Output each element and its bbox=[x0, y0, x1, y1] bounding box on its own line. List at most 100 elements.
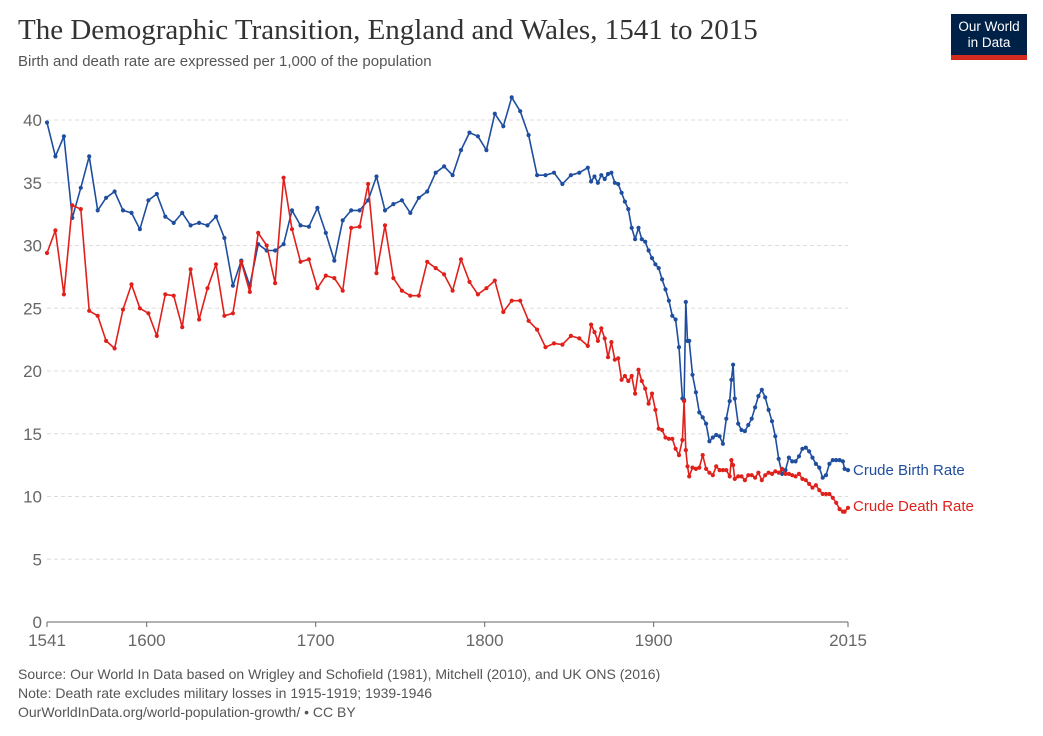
death-rate-point[interactable] bbox=[61, 292, 66, 297]
birth-rate-point[interactable] bbox=[729, 377, 734, 382]
death-rate-point[interactable] bbox=[154, 333, 159, 338]
birth-rate-point[interactable] bbox=[281, 242, 286, 247]
birth-rate-point[interactable] bbox=[458, 148, 464, 153]
death-rate-point[interactable] bbox=[264, 243, 269, 248]
death-rate-point[interactable] bbox=[746, 473, 751, 478]
birth-rate-point[interactable] bbox=[273, 248, 278, 253]
birth-rate-point[interactable] bbox=[551, 170, 557, 175]
birth-rate-point[interactable] bbox=[697, 410, 702, 415]
birth-rate-point[interactable] bbox=[619, 190, 624, 195]
death-rate-point[interactable] bbox=[492, 278, 497, 283]
death-rate-point[interactable] bbox=[450, 288, 455, 293]
birth-rate-point[interactable] bbox=[724, 416, 729, 421]
death-rate-point[interactable] bbox=[845, 505, 851, 510]
death-rate-point[interactable] bbox=[680, 437, 685, 443]
death-rate-point[interactable] bbox=[773, 469, 778, 474]
birth-rate-point[interactable] bbox=[137, 227, 142, 232]
birth-rate-point[interactable] bbox=[776, 456, 781, 461]
birth-rate-point[interactable] bbox=[676, 345, 682, 350]
death-rate-point[interactable] bbox=[727, 474, 732, 479]
birth-rate-point[interactable] bbox=[687, 338, 692, 343]
birth-rate-point[interactable] bbox=[636, 225, 641, 230]
death-rate-point[interactable] bbox=[687, 474, 692, 479]
death-rate-point[interactable] bbox=[714, 464, 719, 469]
death-rate-point[interactable] bbox=[736, 474, 741, 479]
death-rate-point[interactable] bbox=[247, 289, 252, 294]
death-rate-point[interactable] bbox=[289, 227, 295, 232]
birth-rate-point[interactable] bbox=[643, 239, 648, 244]
birth-rate-point[interactable] bbox=[786, 455, 792, 460]
death-rate-point[interactable] bbox=[776, 470, 781, 475]
death-rate-point[interactable] bbox=[643, 386, 648, 391]
birth-rate-point[interactable] bbox=[700, 415, 705, 420]
death-rate-point[interactable] bbox=[442, 272, 447, 277]
birth-rate-point[interactable] bbox=[732, 396, 737, 401]
birth-rate-point[interactable] bbox=[323, 230, 328, 235]
birth-rate-point[interactable] bbox=[585, 165, 590, 170]
death-rate-point[interactable] bbox=[112, 346, 117, 351]
birth-rate-point[interactable] bbox=[450, 173, 455, 178]
birth-rate-point[interactable] bbox=[727, 399, 732, 404]
death-rate-point[interactable] bbox=[817, 488, 822, 493]
death-rate-point[interactable] bbox=[526, 318, 531, 323]
death-rate-point[interactable] bbox=[543, 345, 548, 350]
death-rate-point[interactable] bbox=[682, 399, 687, 404]
birth-rate-point[interactable] bbox=[535, 173, 540, 178]
birth-rate-point[interactable] bbox=[589, 179, 594, 184]
birth-rate-point[interactable] bbox=[509, 95, 514, 100]
birth-rate-point[interactable] bbox=[796, 454, 802, 459]
death-rate-point[interactable] bbox=[315, 286, 320, 291]
birth-rate-point[interactable] bbox=[163, 214, 168, 219]
birth-rate-point[interactable] bbox=[704, 421, 709, 426]
death-rate-point[interactable] bbox=[433, 266, 438, 271]
birth-rate-point[interactable] bbox=[742, 429, 748, 434]
birth-rate-point[interactable] bbox=[639, 237, 644, 242]
birth-rate-point[interactable] bbox=[408, 210, 413, 215]
death-rate-point[interactable] bbox=[357, 224, 362, 229]
birth-rate-point[interactable] bbox=[663, 287, 668, 292]
death-rate-point[interactable] bbox=[399, 288, 404, 293]
death-rate-point[interactable] bbox=[803, 478, 808, 483]
death-rate-point[interactable] bbox=[602, 336, 607, 341]
death-rate-point[interactable] bbox=[834, 500, 839, 505]
birth-rate-point[interactable] bbox=[332, 258, 337, 263]
birth-rate-point[interactable] bbox=[714, 432, 719, 438]
birth-rate-point[interactable] bbox=[129, 210, 134, 215]
death-rate-point[interactable] bbox=[467, 279, 472, 284]
birth-rate-point[interactable] bbox=[349, 208, 354, 213]
death-rate-point[interactable] bbox=[749, 473, 754, 478]
death-rate-point[interactable] bbox=[205, 286, 210, 291]
death-rate-point[interactable] bbox=[653, 407, 658, 412]
death-rate-point[interactable] bbox=[592, 330, 597, 335]
birth-rate-point[interactable] bbox=[374, 174, 379, 179]
birth-rate-point[interactable] bbox=[790, 459, 795, 464]
birth-rate-point[interactable] bbox=[171, 220, 176, 225]
death-rate-point[interactable] bbox=[146, 311, 151, 316]
birth-rate-point[interactable] bbox=[475, 134, 480, 139]
death-rate-point[interactable] bbox=[306, 257, 311, 262]
death-rate-point[interactable] bbox=[769, 471, 775, 476]
birth-rate-point[interactable] bbox=[629, 225, 634, 230]
death-rate-point[interactable] bbox=[281, 175, 286, 180]
birth-rate-point[interactable] bbox=[518, 109, 523, 114]
birth-rate-point[interactable] bbox=[769, 419, 775, 424]
death-rate-point[interactable] bbox=[717, 468, 722, 473]
birth-rate-point[interactable] bbox=[710, 435, 715, 440]
birth-rate-point[interactable] bbox=[298, 223, 303, 228]
death-rate-point[interactable] bbox=[44, 250, 50, 256]
death-rate-point[interactable] bbox=[70, 203, 75, 208]
death-rate-point[interactable] bbox=[666, 436, 672, 441]
birth-rate-point[interactable] bbox=[433, 170, 438, 175]
death-rate-point[interactable] bbox=[332, 276, 337, 281]
death-rate-point[interactable] bbox=[793, 474, 798, 479]
birth-rate-point[interactable] bbox=[492, 111, 497, 116]
death-rate-point[interactable] bbox=[790, 473, 795, 478]
birth-rate-point[interactable] bbox=[78, 185, 83, 190]
birth-rate-point[interactable] bbox=[154, 191, 159, 197]
birth-rate-point[interactable] bbox=[633, 237, 638, 242]
death-rate-point[interactable] bbox=[827, 491, 832, 497]
birth-rate-point[interactable] bbox=[656, 266, 661, 271]
death-rate-point[interactable] bbox=[408, 293, 413, 298]
birth-rate-point[interactable] bbox=[763, 395, 768, 400]
death-rate-point[interactable] bbox=[104, 338, 109, 343]
